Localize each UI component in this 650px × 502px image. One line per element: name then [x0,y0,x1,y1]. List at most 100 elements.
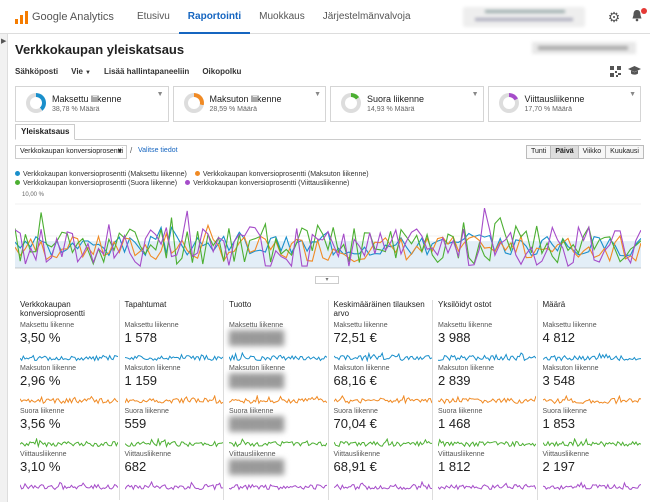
scorecard-stat[interactable]: Maksuton liikenne 2 839 [438,364,536,407]
nav-tab-2[interactable]: Muokkaus [259,11,305,22]
stat-label: Suora liikenne [542,408,587,415]
legend-item[interactable]: Verkkokaupan konversioprosentti (Viittau… [185,179,349,188]
line-chart[interactable] [15,190,641,278]
legend-label: Verkkokaupan konversioprosentti (Viittau… [193,180,350,187]
account-selector[interactable] [463,7,585,27]
select-metric-link[interactable]: Valitse tiedot [138,147,178,154]
sparkline [333,481,432,491]
scorecard-stat[interactable]: Maksuton liikenne 68,16 € [333,364,432,407]
sparkline [124,438,223,448]
range-button-2[interactable]: Viikko [577,145,607,159]
sparkline-path [333,438,432,448]
legend-item[interactable]: Verkkokaupan konversioprosentti (Suora l… [15,179,177,188]
scorecard-stat[interactable]: Maksettu liikenne ██████ [229,321,327,364]
stat-value: 2 197 [542,459,576,474]
range-button-3[interactable]: Kuukausi [605,145,644,159]
sparkline [542,481,641,491]
scorecard-stat[interactable]: Maksettu liikenne 1 578 [124,321,223,364]
range-button-1[interactable]: Päivä [550,145,579,159]
scorecard-stat[interactable]: Viittausliikenne 68,91 € [333,450,432,493]
email-button[interactable]: Sähköposti [15,67,59,76]
sparkline [542,438,641,448]
stat-value: 72,51 € [333,330,377,345]
segment-card[interactable]: Maksuton liikenne 28,59 % Määrä ▼ [172,86,326,122]
stat-value: 68,16 € [333,373,377,388]
sparkline-path [229,483,327,491]
series-line-3[interactable] [15,207,641,268]
sparkline-path [438,352,536,362]
scorecard-title: Keskimääräinen tilauksen arvo [333,300,425,318]
scorecard-stat[interactable]: Suora liikenne 1 468 [438,407,536,450]
stat-label: Maksuton liikenne [438,365,495,372]
chevron-down-icon[interactable]: ▼ [471,91,479,98]
tab-overview[interactable]: Yleiskatsaus [15,124,76,140]
scorecard-stat[interactable]: Maksuton liikenne ██████ [229,364,327,407]
sidebar-toggle[interactable]: ▶ [0,34,8,502]
scorecard-stat[interactable]: Suora liikenne 559 [124,407,223,450]
scorecard-stat[interactable]: Maksettu liikenne 3 988 [438,321,536,364]
segment-card[interactable]: Suora liikenne 14,93 % Määrä ▼ [330,86,484,122]
export-button[interactable]: Vie ▼ [71,67,91,76]
legend-item[interactable]: Verkkokaupan konversioprosentti (Maksett… [15,170,187,179]
scorecard-stat[interactable]: Suora liikenne 1 853 [542,407,641,450]
google-analytics-logo[interactable]: Google Analytics [15,9,114,25]
qr-code-icon[interactable] [610,66,622,77]
chevron-down-icon[interactable]: ▼ [314,91,321,98]
granularity-buttons: Tunti Päivä Viikko Kuukausi [526,145,644,159]
nav-tab-1[interactable]: Raportointi [178,0,251,34]
scorecard-stat[interactable]: Suora liikenne ██████ [229,407,327,450]
stat-label: Suora liikenne [229,408,274,415]
segment-donut-icon [26,93,46,113]
legend-label: Verkkokaupan konversioprosentti (Maksett… [23,171,187,178]
sparkline [20,438,118,448]
scorecard-stat[interactable]: Maksettu liikenne 72,51 € [333,321,432,364]
chart-collapse-chevron-icon[interactable]: ▾ [315,276,339,284]
stat-value: 2,96 % [20,373,61,388]
scorecard-stat[interactable]: Maksuton liikenne 2,96 % [20,364,118,407]
scorecard-stat[interactable]: Maksuton liikenne 1 159 [124,364,223,407]
scorecard-stat[interactable]: Maksuton liikenne 3 548 [542,364,641,407]
shortcut-button[interactable]: Oikopolku [202,67,242,76]
add-to-dashboard-button[interactable]: Lisää hallintapaneeliin [103,67,190,76]
nav-tab-0[interactable]: Etusivu [137,11,170,22]
stat-value: ██████ [229,416,285,431]
gear-icon[interactable]: ⚙ [607,9,621,25]
date-range-picker[interactable] [532,42,636,54]
scorecard-stat[interactable]: Maksettu liikenne 3,50 % [20,321,118,364]
range-button-0[interactable]: Tunti [526,145,552,159]
legend-dot-icon [15,180,20,185]
sparkline [20,481,118,491]
chevron-down-icon[interactable]: ▼ [629,91,636,98]
sparkline-path [542,438,641,448]
series-line-1[interactable] [15,223,641,263]
sparkline-path [229,352,327,362]
stat-label: Maksettu liikenne [542,322,597,329]
sparkline-path [542,395,641,405]
scorecard-stat[interactable]: Viittausliikenne 682 [124,450,223,493]
stat-value: 682 [124,459,147,474]
page-title: Verkkokaupan yleiskatsaus [15,42,185,57]
scorecard-stat[interactable]: Suora liikenne 3,56 % [20,407,118,450]
stat-label: Maksettu liikenne [229,322,284,329]
stat-label: Suora liikenne [20,408,65,415]
scorecard-stat[interactable]: Viittausliikenne ██████ [229,450,327,493]
chevron-down-icon[interactable]: ▼ [156,91,164,98]
scorecard-stat[interactable]: Suora liikenne 70,04 € [333,407,432,450]
scorecard-title: Tapahtumat [124,300,167,309]
nav-tab-3[interactable]: Järjestelmänvalvoja [322,11,411,22]
legend-item[interactable]: Verkkokaupan konversioprosentti (Maksuto… [194,170,369,179]
series-line-2[interactable] [15,212,641,266]
graduation-cap-icon[interactable] [628,66,641,76]
top-navigation: Google Analytics Etusivu Raportointi Muokk… [0,0,650,34]
segment-card[interactable]: Viittausliikenne 17,70 % Määrä ▼ [487,86,641,122]
metric-selector[interactable]: Verkkokaupan konversioprosentti ▼ [15,145,127,159]
scorecard-stat[interactable]: Viittausliikenne 3,10 % [20,450,118,493]
segment-card[interactable]: Maksettu liikenne 38,78 % Määrä ▼ [15,86,169,122]
scorecard-stat[interactable]: Viittausliikenne 1 812 [438,450,536,493]
sparkline-path [20,481,118,491]
notifications-bell-icon[interactable] [631,8,647,25]
scorecard-stat[interactable]: Viittausliikenne 2 197 [542,450,641,493]
sparkline-path [438,438,536,448]
scorecard-stat[interactable]: Maksettu liikenne 4 812 [542,321,641,364]
stat-value: 3,10 % [20,459,61,474]
